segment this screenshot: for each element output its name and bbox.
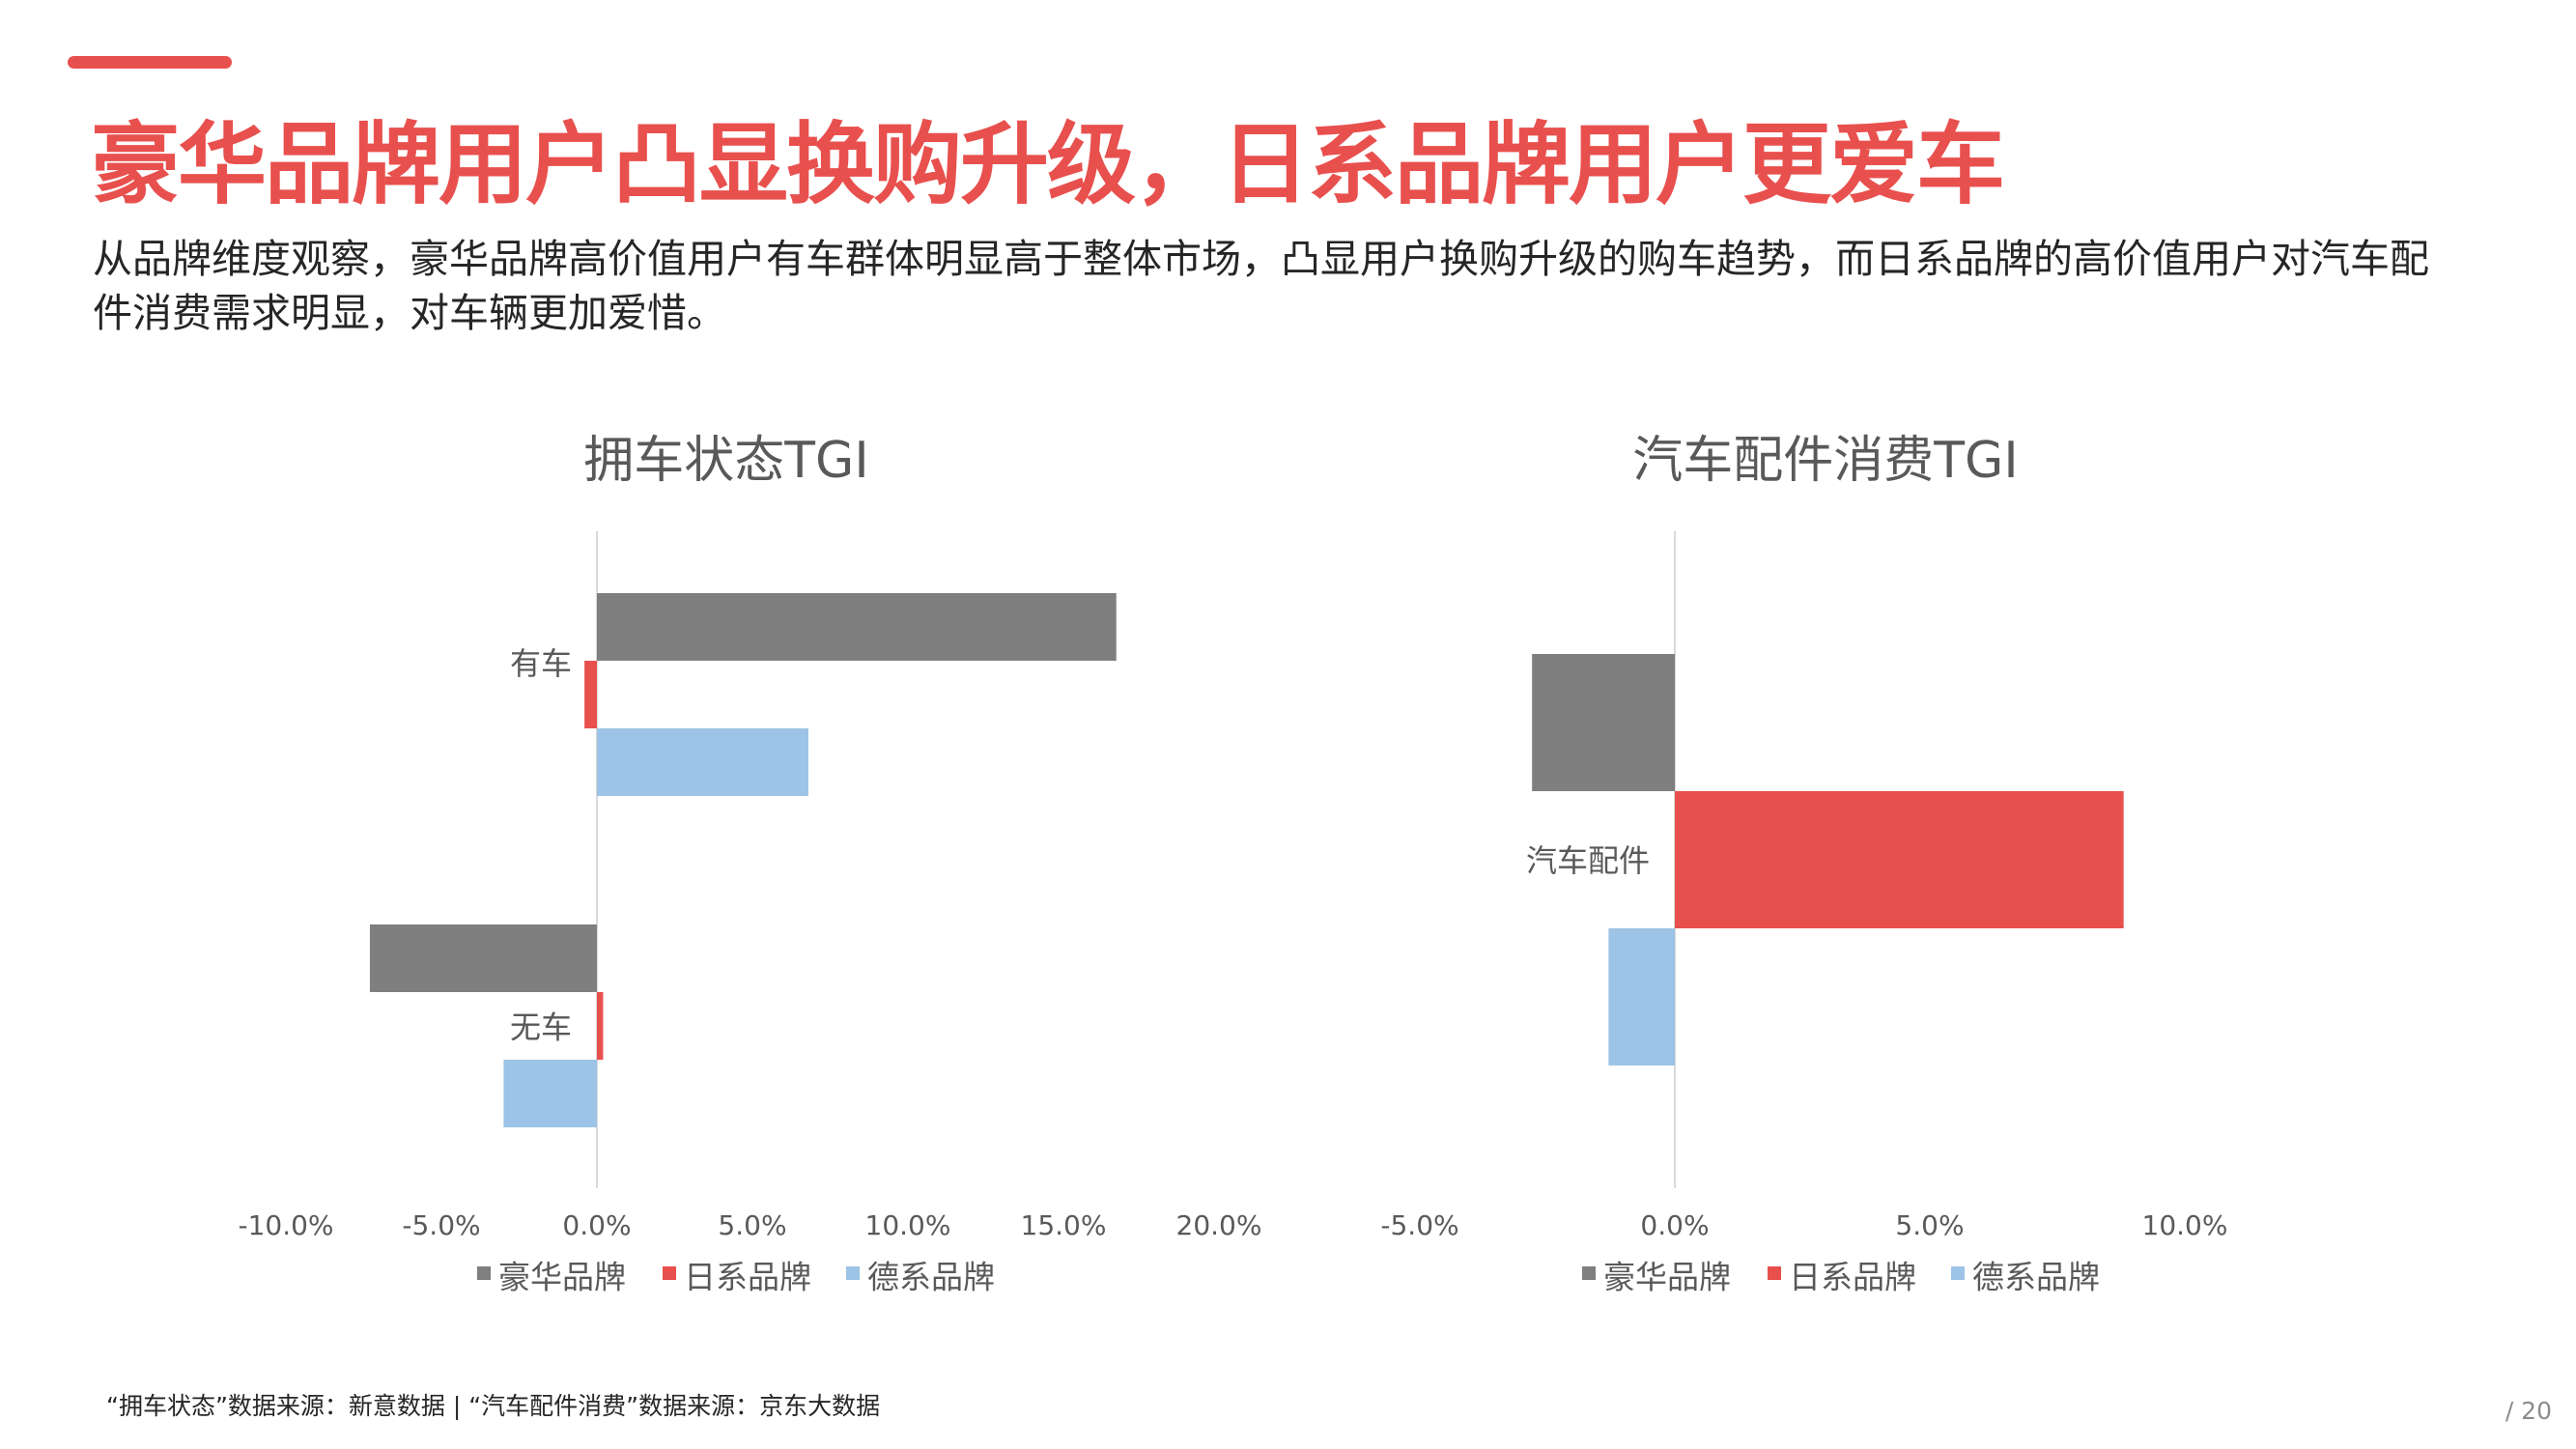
bar-汽车配件-德系品牌 bbox=[1608, 928, 1675, 1065]
bar-无车-德系品牌 bbox=[503, 1060, 597, 1127]
page-subtitle: 从品牌维度观察，豪华品牌高价值用户有车群体明显高于整体市场，凸显用户换购升级的购… bbox=[93, 236, 2429, 336]
legend-label: 日系品牌 bbox=[684, 1259, 811, 1296]
x-tick-label: -5.0% bbox=[402, 1209, 480, 1241]
x-tick-label: 20.0% bbox=[1176, 1209, 1262, 1241]
source-note: “拥车状态”数据来源：新意数据 | “汽车配件消费”数据来源：京东大数据 bbox=[106, 1392, 881, 1420]
x-tick-label: -5.0% bbox=[1380, 1209, 1458, 1241]
bar-无车-日系品牌 bbox=[597, 992, 604, 1060]
page-number: / 20 bbox=[2505, 1397, 2552, 1425]
x-tick-label: -10.0% bbox=[238, 1209, 333, 1241]
legend-swatch bbox=[1768, 1266, 1781, 1280]
legend-label: 日系品牌 bbox=[1789, 1259, 1916, 1296]
category-label: 汽车配件 bbox=[1526, 842, 1650, 879]
x-tick-label: 0.0% bbox=[562, 1209, 631, 1241]
legend-label: 豪华品牌 bbox=[1603, 1259, 1731, 1296]
x-tick-label: 15.0% bbox=[1021, 1209, 1107, 1241]
bar-无车-豪华品牌 bbox=[369, 924, 597, 992]
bar-有车-德系品牌 bbox=[597, 728, 808, 796]
accent-bar bbox=[68, 56, 232, 69]
bar-有车-日系品牌 bbox=[584, 661, 597, 728]
x-tick-label: 5.0% bbox=[718, 1209, 786, 1241]
chart-title: 汽车配件消费TGI bbox=[1632, 432, 2018, 490]
legend-label: 豪华品牌 bbox=[498, 1259, 626, 1296]
category-label: 无车 bbox=[510, 1009, 572, 1046]
bar-汽车配件-豪华品牌 bbox=[1532, 654, 1675, 791]
page-title: 豪华品牌用户凸显换购升级，日系品牌用户更爱车 bbox=[91, 113, 2005, 216]
legend-swatch bbox=[663, 1266, 676, 1280]
chart-title: 拥车状态TGI bbox=[583, 432, 868, 490]
x-tick-label: 0.0% bbox=[1640, 1209, 1709, 1241]
bar-有车-豪华品牌 bbox=[597, 593, 1117, 661]
x-tick-label: 5.0% bbox=[1895, 1209, 1964, 1241]
legend-swatch bbox=[846, 1266, 860, 1280]
bar-汽车配件-日系品牌 bbox=[1675, 791, 2124, 928]
legend-swatch bbox=[477, 1266, 491, 1280]
legend-label: 德系品牌 bbox=[1972, 1259, 2100, 1296]
x-tick-label: 10.0% bbox=[865, 1209, 951, 1241]
legend-label: 德系品牌 bbox=[867, 1259, 995, 1296]
legend-swatch bbox=[1582, 1266, 1596, 1280]
category-label: 有车 bbox=[510, 645, 572, 682]
x-tick-label: 10.0% bbox=[2142, 1209, 2228, 1241]
legend-swatch bbox=[1951, 1266, 1965, 1280]
